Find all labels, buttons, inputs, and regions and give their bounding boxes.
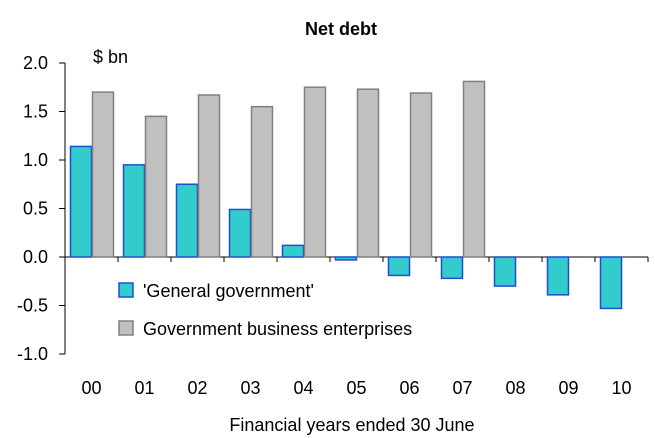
x-tick-label: 06 <box>399 378 419 398</box>
x-tick-label: 00 <box>81 378 101 398</box>
y-tick-label: 2.0 <box>23 53 48 73</box>
y-tick-label: 0.0 <box>23 247 48 267</box>
bar-general-government <box>546 256 570 296</box>
x-tick-label: 03 <box>240 378 260 398</box>
x-tick-label: 04 <box>293 378 313 398</box>
bar-government-business-enterprises <box>356 88 380 258</box>
bar-general-government <box>122 164 146 258</box>
bar-government-business-enterprises <box>91 91 115 258</box>
bar-general-government <box>440 256 464 280</box>
x-axis: 00 01 02 03 04 05 06 07 08 09 10 <box>64 256 649 398</box>
bars <box>69 80 623 310</box>
y-tick-label: -1.0 <box>17 344 48 364</box>
legend-label: 'General government' <box>143 281 314 301</box>
legend-label: Government business enterprises <box>143 319 412 339</box>
y-unit-label: $ bn <box>93 47 128 67</box>
y-tick-label: -0.5 <box>17 296 48 316</box>
x-tick-label: 05 <box>346 378 366 398</box>
bar-government-business-enterprises <box>409 92 433 258</box>
legend-swatch <box>118 282 134 298</box>
bar-general-government <box>493 256 517 287</box>
bar-general-government <box>599 256 623 310</box>
legend-swatch <box>118 320 134 336</box>
legend: 'General government' Government business … <box>118 281 412 339</box>
x-tick-label: 09 <box>558 378 578 398</box>
x-tick-label: 01 <box>134 378 154 398</box>
bar-government-business-enterprises <box>462 80 486 258</box>
bar-general-government <box>387 256 411 277</box>
bar-government-business-enterprises <box>144 115 168 258</box>
chart-title: Net debt <box>305 19 377 39</box>
x-tick-label: 10 <box>611 378 631 398</box>
x-tick-label: 02 <box>187 378 207 398</box>
bar-general-government <box>69 145 93 258</box>
bar-general-government <box>281 244 305 258</box>
bar-government-business-enterprises <box>250 105 274 258</box>
bar-general-government <box>228 208 252 258</box>
y-tick-label: 1.0 <box>23 150 48 170</box>
x-tick-label: 07 <box>452 378 472 398</box>
y-tick-label: 0.5 <box>23 199 48 219</box>
bar-government-business-enterprises <box>197 94 221 258</box>
x-axis-label: Financial years ended 30 June <box>229 415 474 435</box>
y-axis: 2.0 1.5 1.0 0.5 0.0 -0.5 -1.0 <box>17 53 66 364</box>
x-tick-label: 08 <box>505 378 525 398</box>
bar-general-government <box>334 256 358 261</box>
y-tick-label: 1.5 <box>23 102 48 122</box>
bar-government-business-enterprises <box>303 86 327 258</box>
bar-general-government <box>175 183 199 258</box>
